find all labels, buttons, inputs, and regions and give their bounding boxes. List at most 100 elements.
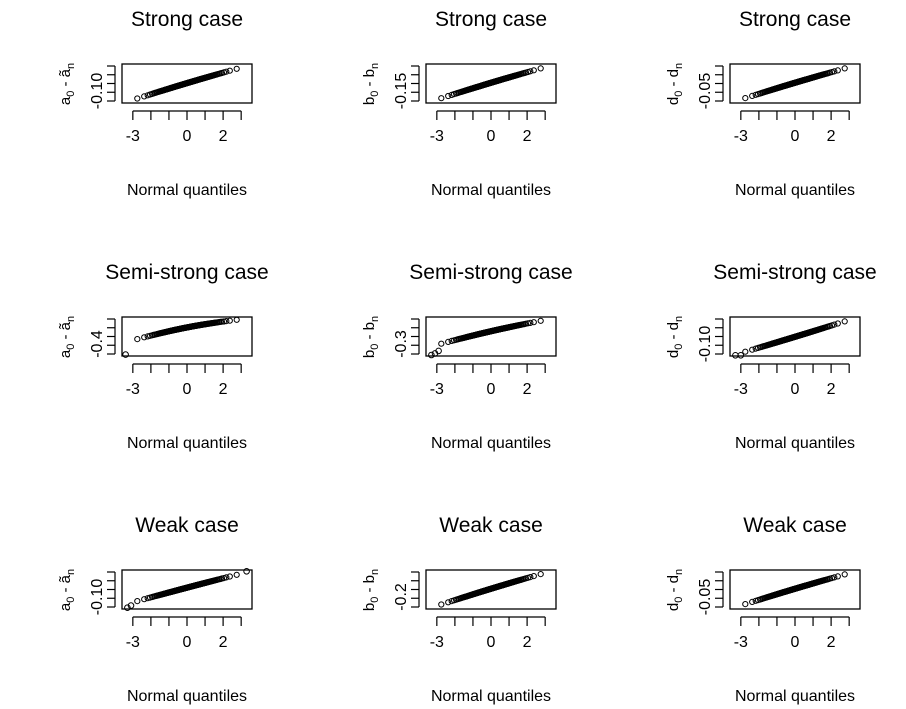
x-tick-label: 0 bbox=[183, 128, 192, 145]
plot-frame bbox=[425, 63, 557, 104]
y-label-part: b bbox=[361, 322, 378, 330]
y-label-part: b bbox=[361, 350, 378, 358]
qq-point bbox=[435, 347, 442, 355]
qq-point bbox=[445, 92, 452, 100]
qq-points bbox=[438, 65, 544, 102]
y-axis-label: b0 - bn bbox=[361, 63, 381, 105]
qq-point bbox=[524, 320, 532, 327]
qq-panel-5: Semi-strong case Normal quantiles -3 0 2 -0.3… bbox=[361, 261, 573, 452]
qq-point bbox=[141, 596, 148, 603]
x-axis-label: Normal quantiles bbox=[735, 182, 855, 199]
x-axis-label: Normal quantiles bbox=[127, 688, 247, 705]
qq-point bbox=[218, 318, 225, 325]
y-axis-label: d0 - dn bbox=[665, 569, 685, 611]
qq-point bbox=[742, 348, 749, 355]
qq-points bbox=[122, 316, 240, 358]
qq-point bbox=[124, 604, 131, 612]
y-label-part: b bbox=[361, 69, 378, 77]
qq-point bbox=[749, 598, 756, 606]
plot-frame bbox=[121, 63, 253, 104]
y-axis-label: d0 - dn bbox=[665, 63, 685, 105]
panel-title: Weak case bbox=[135, 514, 239, 537]
qq-point bbox=[834, 67, 841, 74]
panel-title: Semi-strong case bbox=[713, 261, 876, 284]
qq-panel-6: Semi-strong case Normal quantiles -3 0 2 -0.1… bbox=[665, 261, 877, 452]
qq-point bbox=[527, 574, 534, 581]
qq-point bbox=[841, 571, 848, 578]
x-tick-label: 2 bbox=[827, 381, 836, 398]
x-tick-label: 2 bbox=[827, 634, 836, 651]
qq-points bbox=[134, 65, 240, 102]
y-label-part: - bbox=[361, 77, 378, 90]
qq-points bbox=[742, 571, 848, 608]
x-axis-label: Normal quantiles bbox=[431, 435, 551, 452]
panel-title: Strong case bbox=[739, 8, 851, 31]
qq-point bbox=[233, 316, 240, 323]
y-label-part: - bbox=[57, 583, 74, 596]
x-tick-label: 0 bbox=[791, 128, 800, 145]
qq-point bbox=[445, 599, 452, 606]
y-axis-label: b0 - bn bbox=[361, 316, 381, 358]
qq-point bbox=[530, 67, 537, 74]
plot-frame bbox=[425, 569, 557, 610]
y-label-part: - bbox=[361, 583, 378, 596]
qq-points bbox=[428, 317, 544, 359]
qq-point bbox=[223, 574, 230, 581]
y-label-part: d bbox=[665, 575, 682, 583]
qq-point bbox=[223, 68, 230, 75]
y-axis-label: d0 - dn bbox=[665, 316, 685, 358]
qq-point bbox=[226, 317, 233, 324]
y-label-part: n bbox=[673, 316, 685, 322]
qq-point bbox=[220, 318, 227, 325]
y-label-part: 0 bbox=[369, 597, 381, 603]
x-tick-label: -3 bbox=[430, 381, 444, 398]
qq-point bbox=[831, 321, 838, 328]
qq-point bbox=[141, 93, 148, 100]
qq-point bbox=[141, 334, 148, 341]
y-label-part: a bbox=[57, 96, 74, 105]
panel-title: Semi-strong case bbox=[409, 261, 572, 284]
y-label-part: n bbox=[369, 63, 381, 69]
y-label-part: 0 bbox=[65, 91, 77, 97]
y-label-part: n bbox=[369, 569, 381, 575]
y-label-part: n bbox=[65, 569, 77, 575]
qq-point bbox=[127, 602, 135, 609]
y-label-part: n bbox=[673, 569, 685, 575]
x-tick-label: 2 bbox=[523, 634, 532, 651]
y-label-part: ã bbox=[57, 68, 74, 77]
y-tick-label: -0.3 bbox=[393, 330, 410, 358]
x-tick-label: 2 bbox=[523, 381, 532, 398]
x-axis-label: Normal quantiles bbox=[127, 182, 247, 199]
y-tick-label: -0.10 bbox=[697, 326, 714, 363]
qq-point bbox=[742, 601, 749, 608]
qq-point bbox=[226, 67, 233, 74]
x-axis-label: Normal quantiles bbox=[127, 435, 247, 452]
qq-point bbox=[530, 573, 537, 580]
y-label-part: b bbox=[361, 575, 378, 583]
plot-frame bbox=[729, 316, 861, 357]
x-axis-label: Normal quantiles bbox=[431, 182, 551, 199]
panel-title: Weak case bbox=[439, 514, 543, 537]
x-tick-label: -3 bbox=[430, 634, 444, 651]
qq-point bbox=[831, 68, 838, 75]
y-axis-label: a0 - ãn bbox=[57, 569, 77, 611]
qq-point bbox=[537, 571, 544, 578]
x-tick-label: 0 bbox=[183, 381, 192, 398]
qq-point bbox=[834, 573, 841, 580]
x-tick-label: 0 bbox=[183, 634, 192, 651]
x-axis-label: Normal quantiles bbox=[735, 435, 855, 452]
y-label-part: - bbox=[665, 583, 682, 596]
qq-point bbox=[134, 336, 141, 343]
qq-point bbox=[226, 573, 233, 580]
qq-points bbox=[732, 318, 848, 359]
x-tick-label: 2 bbox=[219, 128, 228, 145]
y-label-part: ã bbox=[57, 574, 74, 583]
qq-point bbox=[749, 92, 756, 100]
y-label-part: n bbox=[65, 63, 77, 69]
qq-point bbox=[742, 95, 749, 102]
x-tick-label: -3 bbox=[734, 381, 748, 398]
x-tick-label: -3 bbox=[126, 634, 140, 651]
x-tick-label: 0 bbox=[487, 128, 496, 145]
